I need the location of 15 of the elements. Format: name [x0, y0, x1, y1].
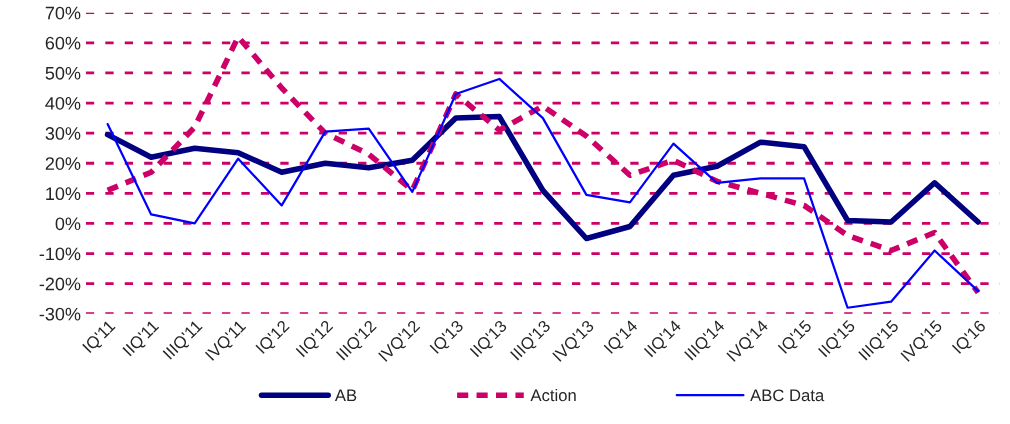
y-tick-label: 0% [55, 217, 81, 231]
line-series [106, 77, 980, 309]
legend-label: Action [530, 388, 576, 402]
y-tick-label: -10% [39, 247, 81, 261]
y-tick-label: -30% [39, 307, 81, 321]
y-tick-label: 70% [45, 6, 81, 20]
y-tick-label: 10% [46, 187, 81, 201]
legend-label: AB [334, 389, 357, 402]
y-tick-label: 30% [45, 127, 81, 140]
y-tick-label: -20% [39, 277, 81, 291]
y-tick-label: 40% [45, 96, 81, 110]
y-tick-label: 50% [45, 66, 81, 80]
legend-label: ABC Data [750, 389, 825, 402]
y-tick-label: 20% [45, 157, 81, 170]
y-tick-label: 60% [45, 36, 81, 50]
